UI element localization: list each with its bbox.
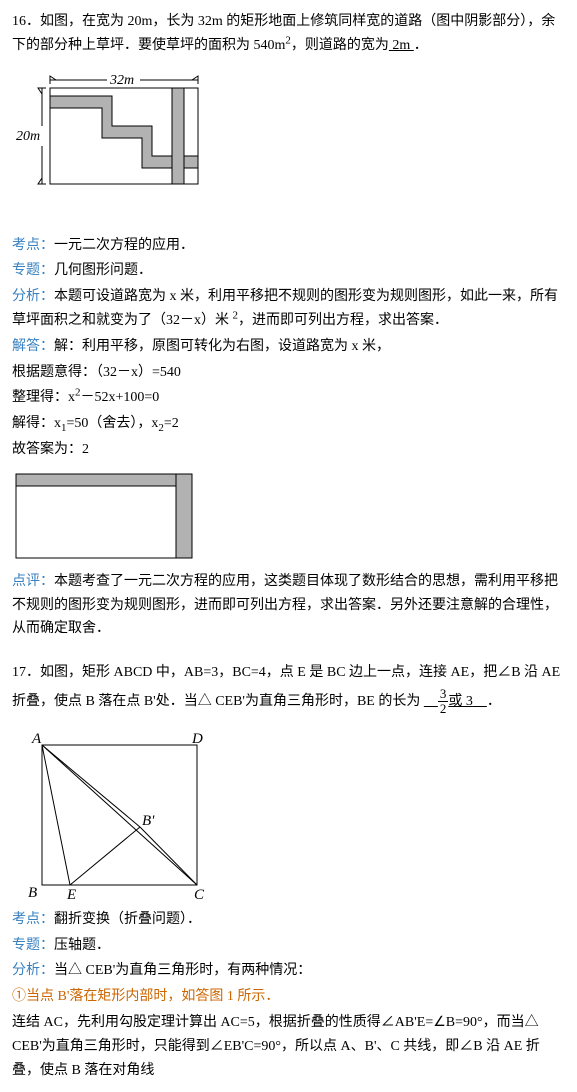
q16-answer: 2m <box>389 38 414 53</box>
q16-jd1: 解答：解：利用平移，原图可转化为右图，设道路宽为 x 米， <box>12 335 565 359</box>
q17-fx3: 连结 AC，先利用勾股定理计算出 AC=5，根据折叠的性质得∠AB'E=∠B=9… <box>12 1011 565 1082</box>
q17-problem: 17．如图，矩形 ABCD 中，AB=3，BC=4，点 E 是 BC 边上一点，… <box>12 659 565 717</box>
q16-text1: 16．如图，在宽为 20m，长为 32m 的矩形地面上修筑同样宽的道路（图中阴影… <box>12 14 555 53</box>
kd-label: 考点： <box>12 238 54 253</box>
label-A: A <box>31 731 42 747</box>
label-Bp: B' <box>142 813 155 829</box>
fx-text2: ，进而即可列出方程，求出答案． <box>238 313 448 328</box>
q16-jd2: 根据题意得：（32－x）=540 <box>12 361 565 385</box>
zt-label: 专题： <box>12 263 54 278</box>
label-32m: 32m <box>109 73 134 88</box>
q17-fx1: 分析：当△ CEB'为直角三角形时，有两种情况： <box>12 959 565 983</box>
q17-zt: 专题：压轴题． <box>12 934 565 958</box>
q16-fx: 分析：本题可设道路宽为 x 米，利用平移把不规则的图形变为规则图形，如此一来，所… <box>12 285 565 333</box>
fx-label: 分析： <box>12 289 54 304</box>
q16-problem: 16．如图，在宽为 20m，长为 32m 的矩形地面上修筑同样宽的道路（图中阴影… <box>12 10 565 58</box>
kd-text: 一元二次方程的应用． <box>54 238 194 253</box>
q17-figure: A D B E C B' <box>12 725 565 900</box>
q17-fx2: ①当点 B'落在矩形内部时，如答图 1 所示． <box>12 985 565 1009</box>
zt-text: 几何图形问题． <box>54 263 152 278</box>
spacer <box>12 202 565 232</box>
dp-label: 点评： <box>12 574 54 589</box>
label-C: C <box>194 887 205 900</box>
q17-text2: ． <box>487 694 501 709</box>
q17-figure-svg: A D B E C B' <box>12 725 217 900</box>
q16-dp: 点评：本题考查了一元二次方程的应用，这类题目体现了数形结合的思想，需利用平移把不… <box>12 570 565 641</box>
jd-line1: 解：利用平移，原图可转化为右图，设道路宽为 x 米， <box>54 339 390 354</box>
q16-figure1: 20m 32m <box>12 66 565 194</box>
q16-jd4: 解得：x1=50（舍去），x2=2 <box>12 412 565 436</box>
dp-text: 本题考查了一元二次方程的应用，这类题目体现了数形结合的思想，需利用平移把不规则的… <box>12 574 558 637</box>
label-B: B <box>28 885 37 900</box>
q16-jd5: 故答案为：2 <box>12 438 565 462</box>
label-E: E <box>66 887 76 900</box>
q16-text2: ，则道路的宽为 <box>291 38 389 53</box>
label-D: D <box>191 731 203 747</box>
jd-label: 解答： <box>12 339 54 354</box>
spacer2 <box>12 643 565 657</box>
q16-kd: 考点：一元二次方程的应用． <box>12 234 565 258</box>
q16-text3: ． <box>414 38 428 53</box>
q17-kd: 考点：翻折变换（折叠问题）． <box>12 908 565 932</box>
q16-figure2 <box>12 470 565 562</box>
q16-jd3: 整理得：x2－52x+100=0 <box>12 386 565 410</box>
q16-zt: 专题：几何图形问题． <box>12 259 565 283</box>
q16-figure2-svg <box>12 470 197 562</box>
q16-figure1-svg: 20m 32m <box>12 66 212 194</box>
q17-answer: 32或 3 <box>424 694 487 709</box>
label-20m: 20m <box>16 129 40 144</box>
